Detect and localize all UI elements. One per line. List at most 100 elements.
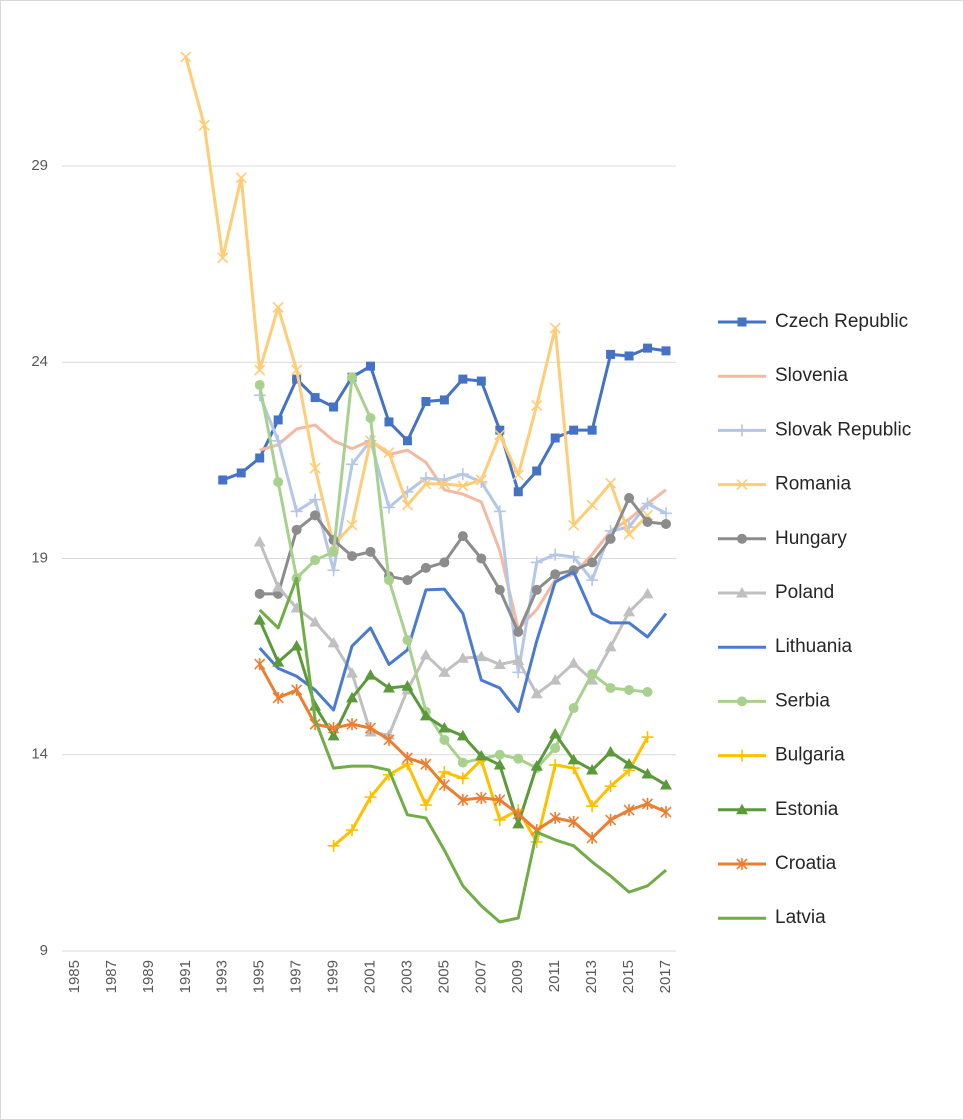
- marker-stroke: [475, 474, 487, 486]
- marker-shape: [328, 546, 339, 557]
- marker-shape: [531, 584, 542, 595]
- marker: [623, 605, 636, 617]
- marker-shape: [365, 546, 376, 557]
- marker-shape: [475, 749, 488, 761]
- marker-shape: [550, 569, 561, 580]
- marker: [291, 524, 302, 535]
- marker: [365, 546, 376, 557]
- marker: [567, 657, 580, 668]
- marker: [512, 817, 525, 829]
- marker: [476, 553, 487, 564]
- marker-shape: [346, 667, 359, 678]
- marker: [494, 584, 505, 595]
- marker: [346, 691, 359, 703]
- marker-stroke: [568, 519, 580, 531]
- legend-item: Lithuania: [718, 636, 853, 657]
- marker: [328, 546, 339, 557]
- x-tick-label: 1989: [140, 960, 157, 993]
- marker-stroke: [383, 446, 395, 459]
- marker: [384, 417, 394, 427]
- marker: [642, 516, 653, 527]
- marker-stroke: [198, 119, 210, 131]
- marker-shape: [569, 425, 579, 435]
- legend-label: Romania: [775, 474, 851, 495]
- legend-item: Hungary: [718, 528, 847, 549]
- marker-shape: [402, 635, 413, 646]
- marker-shape: [737, 696, 747, 707]
- marker-shape: [567, 753, 580, 765]
- marker: [586, 574, 599, 587]
- marker: [493, 813, 506, 826]
- marker: [365, 412, 376, 423]
- marker: [641, 497, 654, 510]
- marker: [456, 468, 469, 481]
- marker: [327, 839, 340, 852]
- marker-shape: [737, 533, 747, 544]
- marker: [513, 487, 523, 497]
- series-line: [332, 736, 649, 847]
- marker: [568, 815, 580, 828]
- x-tick-label: 1991: [177, 960, 194, 993]
- legend-item: Latvia: [718, 907, 826, 928]
- marker: [623, 758, 636, 769]
- marker: [346, 824, 359, 837]
- marker-shape: [605, 683, 616, 694]
- marker-shape: [439, 557, 450, 568]
- marker: [661, 518, 671, 529]
- marker-shape: [641, 587, 654, 599]
- marker: [420, 758, 432, 771]
- marker: [512, 808, 524, 821]
- legend-label: Hungary: [775, 528, 847, 549]
- marker: [457, 480, 469, 492]
- legend-item: Slovenia: [718, 365, 848, 386]
- marker: [347, 551, 358, 562]
- marker: [254, 658, 266, 671]
- marker-shape: [587, 425, 597, 435]
- marker-stroke: [531, 399, 543, 411]
- marker-shape: [606, 349, 616, 359]
- marker: [402, 436, 412, 446]
- marker: [624, 493, 635, 504]
- legend-item: Serbia: [718, 690, 830, 711]
- marker: [438, 778, 450, 791]
- marker: [586, 831, 598, 844]
- marker: [309, 462, 321, 474]
- marker: [586, 800, 599, 813]
- marker: [624, 351, 634, 361]
- marker-shape: [273, 415, 283, 425]
- x-tick-label: 1997: [288, 960, 305, 993]
- marker: [641, 797, 654, 810]
- marker-shape: [419, 649, 432, 660]
- marker: [569, 425, 579, 435]
- marker-shape: [419, 709, 432, 721]
- marker-shape: [402, 575, 413, 586]
- marker-shape: [291, 524, 302, 535]
- legend-label: Czech Republic: [775, 311, 908, 332]
- y-tick-label: 14: [31, 746, 48, 763]
- legend-label: Poland: [775, 582, 834, 603]
- marker-stroke: [623, 528, 635, 540]
- marker: [512, 666, 525, 679]
- marker-shape: [366, 361, 375, 371]
- marker: [382, 682, 395, 693]
- marker: [737, 696, 747, 707]
- marker-stroke: [736, 479, 748, 491]
- marker: [255, 453, 265, 463]
- marker: [291, 364, 303, 376]
- marker: [586, 764, 599, 775]
- marker: [402, 575, 413, 586]
- marker: [439, 395, 449, 405]
- x-tick-label: 2015: [620, 960, 637, 993]
- marker: [550, 433, 560, 443]
- marker: [624, 684, 635, 695]
- marker: [641, 587, 654, 599]
- marker-shape: [253, 614, 266, 625]
- legend-label: Latvia: [775, 907, 826, 928]
- marker-shape: [218, 475, 228, 485]
- marker: [235, 172, 247, 184]
- marker: [272, 581, 285, 592]
- marker: [236, 468, 246, 478]
- legend-label: Bulgaria: [775, 745, 845, 766]
- marker: [438, 766, 451, 779]
- marker: [549, 548, 562, 561]
